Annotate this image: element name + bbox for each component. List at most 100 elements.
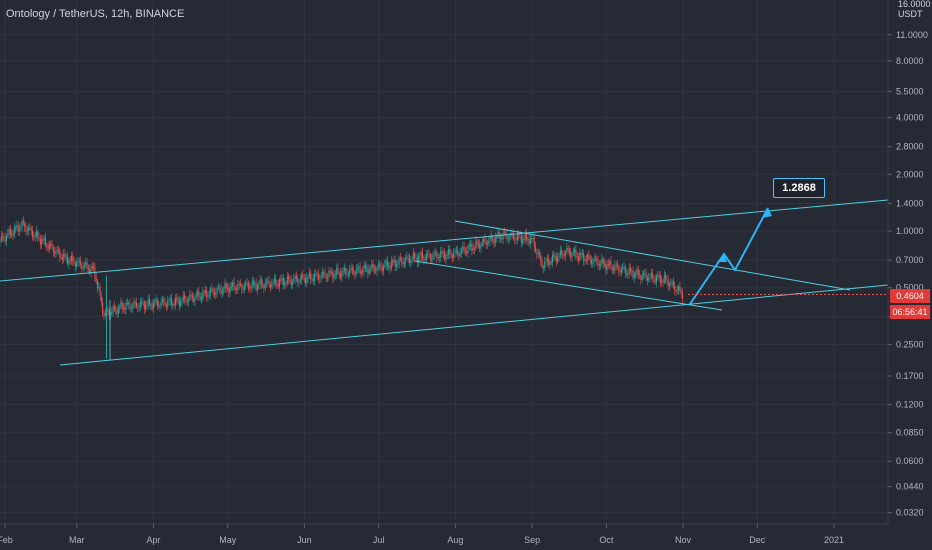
time-axis[interactable]: Feb Mar Apr May Jun Jul Aug Sep Oct Nov Dec 2021: [0, 523, 888, 545]
candle-body: [383, 266, 384, 271]
candle-body: [212, 290, 214, 293]
candle-body: [150, 304, 152, 306]
candle-body: [134, 301, 136, 303]
candle-body: [293, 278, 295, 282]
candle-body: [85, 262, 87, 265]
candle-body: [396, 264, 397, 267]
candle-body: [509, 236, 511, 239]
candle-body: [269, 284, 271, 287]
candle-body: [172, 303, 174, 306]
candle-body: [321, 272, 323, 277]
candle-body: [614, 264, 616, 271]
candle-body: [405, 257, 407, 263]
candle-body: [90, 266, 92, 273]
candle-body: [658, 275, 660, 278]
candle-body: [392, 261, 394, 263]
candle-body: [25, 226, 27, 232]
candle-body: [115, 309, 117, 311]
candle-body: [2, 236, 4, 238]
time-tick-label: Apr: [146, 535, 160, 545]
candle-body: [540, 255, 542, 262]
candle-body: [273, 278, 275, 282]
candle-body: [260, 279, 262, 285]
candle-body: [318, 273, 319, 280]
candle-body: [628, 267, 630, 275]
candle-body: [0, 236, 2, 241]
candle-body: [163, 299, 165, 303]
candle-body: [572, 252, 574, 254]
time-tick-label: Mar: [69, 535, 85, 545]
candle-body: [385, 260, 387, 265]
candle-body: [137, 306, 139, 308]
candle-body: [639, 274, 641, 277]
candle-body: [279, 279, 280, 287]
candle-body: [488, 240, 490, 244]
candle-body: [230, 286, 232, 288]
candle-body: [407, 256, 409, 258]
candle-body: [436, 252, 438, 258]
candle-body: [280, 279, 282, 281]
price-axis[interactable]: 11.0000 8.0000 5.5000 4.0000 2.8000 2.0000 1.4…: [887, 0, 928, 524]
candle-body: [422, 252, 423, 259]
candle-body: [155, 299, 157, 303]
candle-body: [175, 297, 176, 305]
candle-body: [60, 256, 62, 258]
candle-body: [55, 250, 57, 254]
candle-body: [42, 239, 44, 241]
candle-body: [571, 253, 573, 258]
candle-body: [67, 256, 69, 265]
candle-body: [646, 277, 648, 281]
candle-body: [184, 295, 186, 300]
candle-body: [142, 302, 144, 304]
candle-body: [600, 263, 602, 265]
candle-body: [237, 284, 239, 291]
time-tick-label: Jul: [373, 535, 385, 545]
candle-body: [397, 263, 399, 265]
candle-body: [399, 257, 401, 260]
candle-body: [492, 238, 494, 240]
candle-body: [546, 258, 548, 261]
candle-body: [282, 278, 284, 286]
candle-body: [341, 271, 343, 278]
candle-body: [662, 280, 664, 282]
candle-body: [0, 240, 1, 242]
candle-body: [329, 271, 331, 273]
candle-body: [559, 250, 561, 256]
price-tick-label: 1.4000: [896, 198, 924, 208]
candle-body: [333, 274, 335, 279]
candle-body: [267, 280, 269, 282]
candle-body: [56, 249, 58, 251]
candle-body: [567, 247, 569, 250]
candle-body: [72, 255, 74, 262]
last-price-tag: 0.4604: [890, 289, 930, 303]
price-tick-label: 0.0600: [896, 456, 924, 466]
candle-body: [507, 238, 509, 240]
candle-body: [108, 311, 110, 316]
candle-body: [636, 269, 638, 275]
candle-body: [423, 258, 425, 260]
candle-body: [386, 260, 388, 267]
candle-body: [562, 253, 564, 256]
candle-body: [117, 307, 119, 314]
candle-body: [103, 313, 105, 316]
projection-path: [689, 207, 769, 305]
candle-body: [125, 302, 127, 311]
candle-body: [208, 294, 210, 296]
candle-body: [43, 237, 45, 241]
candle-body: [271, 284, 273, 287]
candle-body: [355, 268, 357, 275]
candle-body: [17, 225, 19, 232]
candle-body: [145, 305, 147, 310]
candle-body: [337, 267, 339, 274]
candle-body: [253, 281, 254, 284]
time-tick-label: Oct: [599, 535, 614, 545]
candle-body: [416, 257, 418, 263]
candle-body: [529, 238, 531, 245]
candle-body: [440, 250, 442, 258]
candle-body: [54, 252, 56, 254]
candle-body: [524, 233, 526, 240]
candle-body: [243, 285, 245, 290]
candle-body: [346, 273, 348, 275]
candle-body: [451, 254, 453, 259]
